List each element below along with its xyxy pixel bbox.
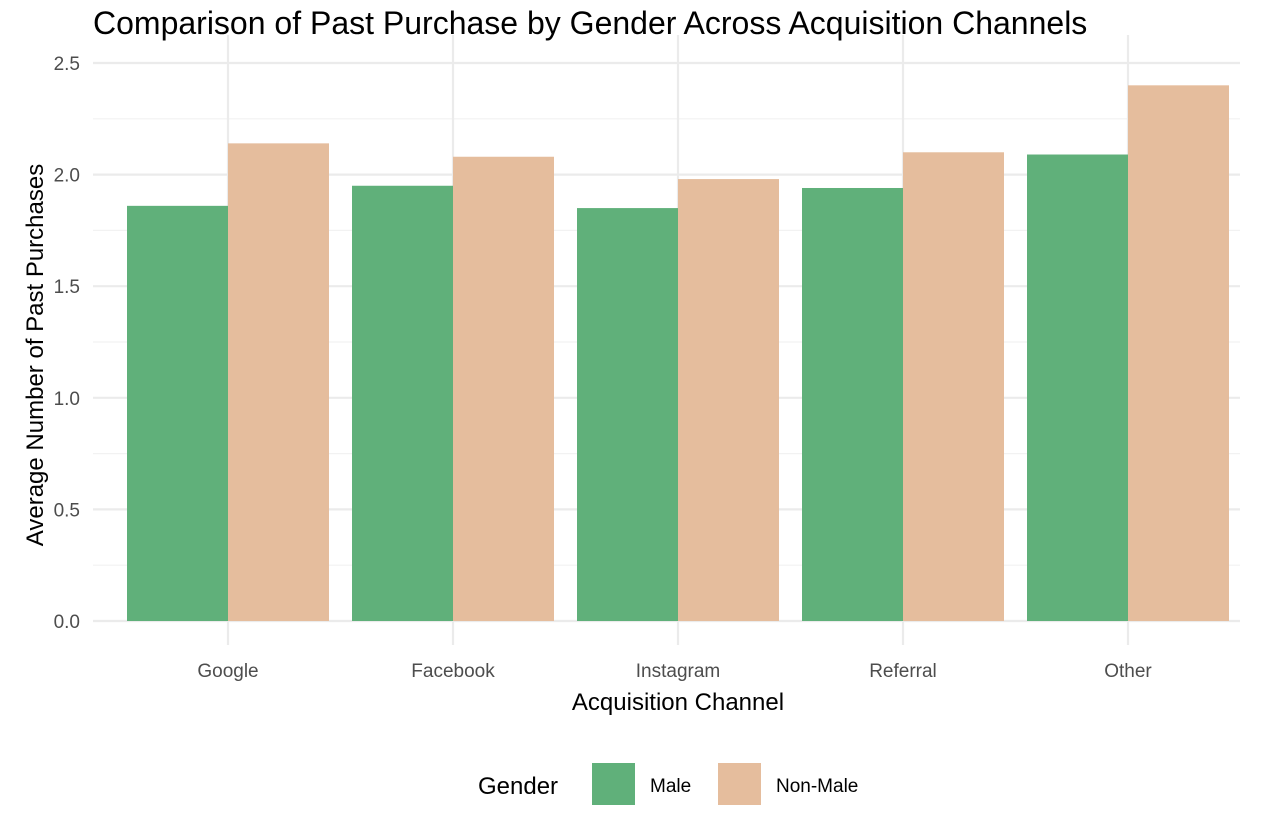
y-tick-label: 1.5 — [54, 277, 80, 298]
bar-male-referral — [802, 187, 903, 621]
x-tick-label: Google — [197, 661, 258, 682]
x-tick-label: Other — [1104, 661, 1152, 682]
legend-label-non-male: Non-Male — [776, 776, 858, 797]
y-axis-ticks: 0.0 0.5 1.0 1.5 2.0 2.5 — [54, 54, 80, 633]
legend-swatch-non-male — [718, 763, 761, 805]
bar-male-google — [127, 205, 228, 621]
bar-non-male-other — [1128, 85, 1229, 621]
bar-non-male-facebook — [453, 156, 554, 621]
x-tick-label: Referral — [869, 661, 937, 682]
legend-label-male: Male — [650, 776, 691, 797]
bar-male-other — [1027, 154, 1128, 621]
x-tick-label: Instagram — [636, 661, 720, 682]
bars — [127, 85, 1229, 622]
x-axis-title: Acquisition Channel — [572, 689, 784, 716]
legend-swatch-male — [592, 763, 635, 805]
legend: Gender Male Non-Male — [478, 763, 858, 805]
y-tick-label: 2.5 — [54, 54, 80, 75]
y-tick-label: 0.0 — [54, 612, 80, 633]
bar-non-male-google — [228, 143, 329, 622]
y-axis-title: Average Number of Past Purchases — [22, 164, 49, 546]
legend-title: Gender — [478, 773, 558, 800]
y-tick-label: 1.0 — [54, 389, 80, 410]
bar-male-instagram — [577, 208, 678, 621]
bar-male-facebook — [352, 185, 453, 621]
x-tick-label: Facebook — [411, 661, 495, 682]
chart-title: Comparison of Past Purchase by Gender Ac… — [93, 5, 1087, 41]
bar-non-male-instagram — [678, 179, 779, 621]
y-tick-label: 2.0 — [54, 166, 80, 187]
y-tick-label: 0.5 — [54, 500, 80, 521]
bar-non-male-referral — [903, 152, 1004, 621]
x-axis-ticks: Google Facebook Instagram Referral Other — [197, 661, 1152, 682]
